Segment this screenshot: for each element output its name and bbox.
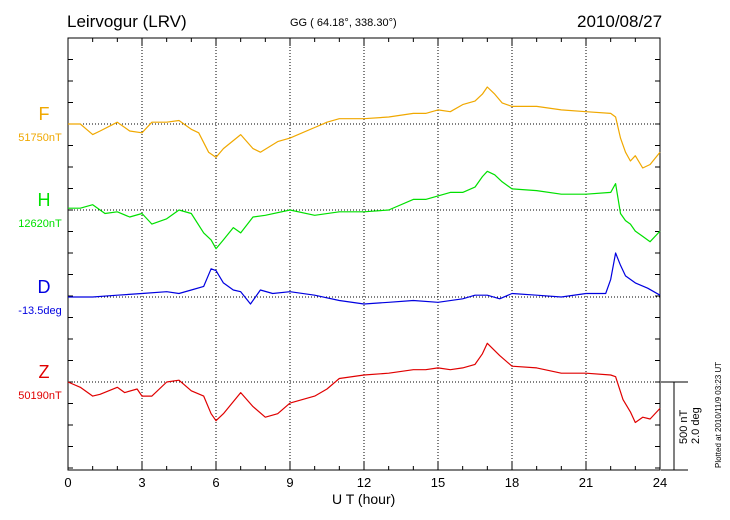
channel-baseline-z: 50190nT <box>18 390 62 402</box>
channel-labels: F 51750nT H 12620nT D -13.5deg Z 50190nT <box>18 104 62 402</box>
x-tick-label: 3 <box>138 475 145 490</box>
series-line-d <box>68 252 661 305</box>
series-line-f <box>68 86 661 169</box>
channel-baseline-f: 51750nT <box>18 132 62 144</box>
plotted-timestamp: Plotted at 2010/11/9 03:23 UT <box>714 361 723 468</box>
channel-letter-z: Z <box>39 362 50 382</box>
scale-bar <box>661 381 688 471</box>
channel-baseline-d: -13.5deg <box>18 305 61 317</box>
x-tick-label: 0 <box>64 475 71 490</box>
plot-date: 2010/08/27 <box>577 12 663 31</box>
x-tick-labels: 0 3 6 9 12 15 18 21 24 <box>64 475 667 490</box>
station-title: Leirvogur (LRV) <box>67 12 187 31</box>
channel-letter-d: D <box>38 277 51 297</box>
series-line-h <box>68 170 661 250</box>
channel-baseline-h: 12620nT <box>18 218 62 230</box>
grid <box>68 38 660 470</box>
x-axis-label: U T (hour) <box>332 491 396 507</box>
x-tick-label: 18 <box>505 475 519 490</box>
x-tick-label: 9 <box>286 475 293 490</box>
x-tick-label: 24 <box>653 475 667 490</box>
channel-letter-f: F <box>39 104 50 124</box>
x-tick-label: 21 <box>579 475 593 490</box>
axis-ticks <box>67 38 661 470</box>
x-tick-label: 15 <box>431 475 445 490</box>
channel-letter-h: H <box>38 190 51 210</box>
series-line-z <box>67 342 661 424</box>
scale-deg-label: 2.0 deg <box>690 407 702 444</box>
station-coordinates: GG ( 64.18°, 338.30°) <box>290 17 397 29</box>
x-tick-label: 6 <box>212 475 219 490</box>
series-lines <box>67 86 661 424</box>
x-tick-label: 12 <box>357 475 371 490</box>
scale-nt-label: 500 nT <box>678 409 690 444</box>
